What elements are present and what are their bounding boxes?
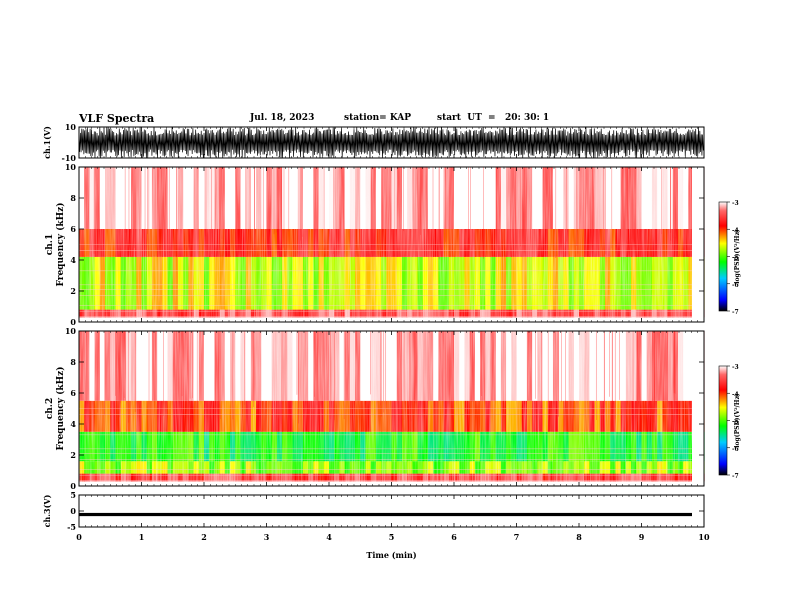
y-tick-label: 4 [70,419,76,429]
colorbar-tick-label: -7 [732,309,739,316]
colorbar-tick-label: -7 [732,473,739,480]
panel-ylabel-frequency: Frequency (kHz) [55,202,66,286]
y-tick-label: 2 [70,286,76,296]
colorbar-label: log(PSD)(V²/Hz) [734,229,741,284]
x-tick-label: 5 [389,532,395,542]
ch3-waveform-band [79,512,692,517]
y-tick-label: 8 [70,193,76,203]
y-tick-label: 4 [70,255,76,265]
colorbar-tick-label: -6 [732,282,739,289]
x-tick-label: 10 [698,532,710,542]
y-tick-label: 10 [65,122,77,132]
colorbar-tick-label: -4 [732,391,739,398]
colorbar-tick-label: -3 [732,364,739,371]
ch1-waveform-line [78,127,704,159]
x-tick-label: 2 [201,532,207,542]
y-tick-label: 6 [70,388,76,398]
colorbar-tick-label: -5 [732,255,739,262]
y-tick-label: 10 [65,326,77,336]
panel-ylabel: ch.1(V) [42,126,52,159]
colorbar-tick-label: -5 [732,419,739,426]
x-axis-label: Time (min) [366,550,416,560]
x-tick-label: 0 [76,532,82,542]
x-tick-label: 8 [576,532,582,542]
no-data-strip [692,167,704,322]
y-tick-label: 0 [70,481,76,491]
colorbar-tick-label: -6 [732,446,739,453]
colorbar-tick-label: -4 [732,227,739,234]
y-tick-label: 0 [70,317,76,327]
y-tick-label: 6 [70,224,76,234]
x-tick-label: 6 [451,532,457,542]
date-label: Jul. 18, 2023 [250,113,315,123]
x-tick-label: 3 [264,532,270,542]
start-ut-label: start UT = 20: 30: 1 [437,113,550,123]
station-label: station= KAP [344,113,412,123]
no-data-strip [692,331,704,486]
x-tick-label: 4 [326,532,332,542]
y-tick-label: 0 [70,506,76,516]
y-tick-label: 8 [70,357,76,367]
waveform-background [79,495,704,527]
colorbar-tick-label: -3 [732,200,739,207]
panel-ylabel-frequency: Frequency (kHz) [55,366,66,450]
y-tick-label: 2 [70,450,76,460]
colorbar [718,201,728,312]
panel-ylabel: ch.3(V) [42,494,52,527]
x-tick-label: 9 [639,532,645,542]
y-tick-label: -10 [62,153,77,163]
y-tick-label: 5 [70,490,76,500]
y-tick-label: 10 [65,162,77,172]
x-tick-label: 1 [139,532,145,542]
y-tick-label: -5 [67,522,76,532]
colorbar-label: log(PSD)(V²/Hz) [734,393,741,448]
colorbar [718,365,728,476]
panel-ylabel-channel: ch.2 [45,398,55,419]
chart-title: VLF Spectra [79,112,155,125]
x-tick-label: 7 [514,532,520,542]
panel-ylabel-channel: ch.1 [45,234,55,255]
